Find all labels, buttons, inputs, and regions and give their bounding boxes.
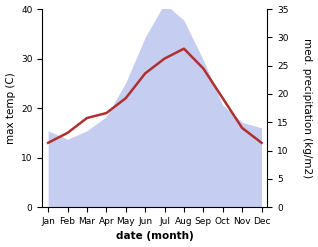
X-axis label: date (month): date (month) xyxy=(116,231,194,242)
Y-axis label: max temp (C): max temp (C) xyxy=(5,72,16,144)
Y-axis label: med. precipitation (kg/m2): med. precipitation (kg/m2) xyxy=(302,38,313,178)
